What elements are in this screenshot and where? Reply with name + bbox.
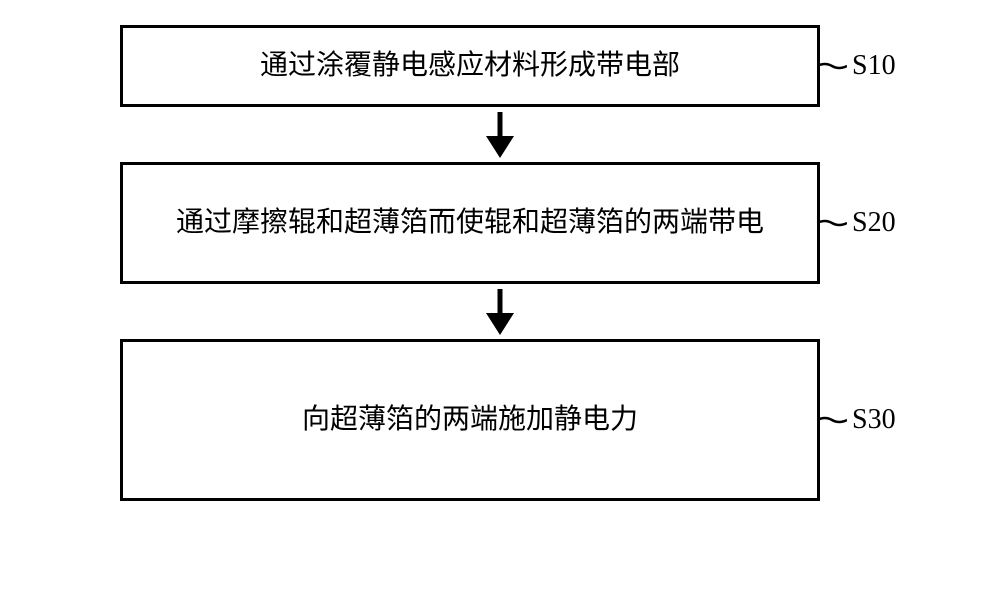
- connector-line-1: [817, 60, 847, 72]
- step-text-2: 通过摩擦辊和超薄箔而使辊和超薄箔的两端带电: [156, 192, 784, 254]
- step-label-2: S20: [852, 207, 896, 239]
- down-arrow-icon: [480, 287, 520, 337]
- step-text-3: 向超薄箔的两端施加静电力: [282, 389, 658, 451]
- arrow-2: [120, 284, 880, 339]
- step-box-3: 向超薄箔的两端施加静电力 S30: [120, 339, 820, 501]
- down-arrow-icon: [480, 110, 520, 160]
- step-box-1: 通过涂覆静电感应材料形成带电部 S10: [120, 25, 820, 107]
- flowchart-container: 通过涂覆静电感应材料形成带电部 S10 通过摩擦辊和超薄箔而使辊和超薄箔的两端带…: [120, 25, 880, 501]
- step-label-1: S10: [852, 50, 896, 82]
- connector-line-3: [817, 414, 847, 426]
- step-label-3: S30: [852, 404, 896, 436]
- connector-line-2: [817, 217, 847, 229]
- arrow-1: [120, 107, 880, 162]
- step-text-1: 通过涂覆静电感应材料形成带电部: [240, 35, 700, 97]
- step-box-2: 通过摩擦辊和超薄箔而使辊和超薄箔的两端带电 S20: [120, 162, 820, 284]
